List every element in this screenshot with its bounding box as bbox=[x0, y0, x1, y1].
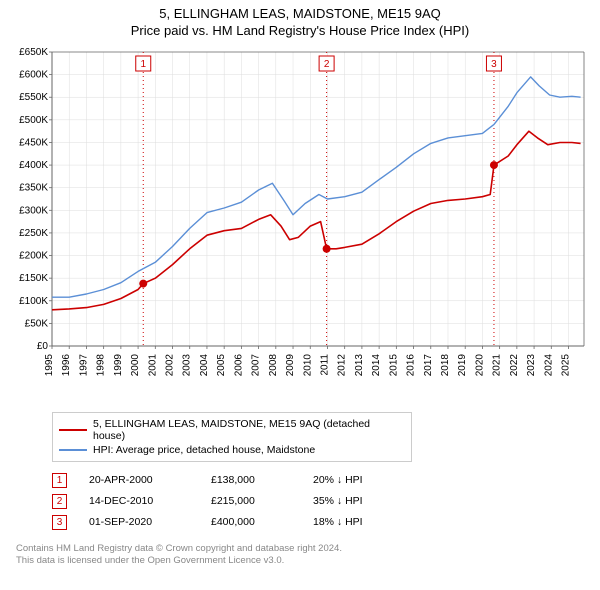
event-date: 14-DEC-2010 bbox=[89, 495, 189, 507]
x-tick-label: 1996 bbox=[61, 353, 72, 376]
legend-swatch bbox=[59, 449, 87, 451]
x-tick-label: 2023 bbox=[526, 353, 537, 376]
y-tick-label: £350K bbox=[19, 182, 48, 193]
legend-row: HPI: Average price, detached house, Maid… bbox=[59, 443, 405, 457]
event-marker-dot bbox=[490, 161, 498, 169]
y-tick-label: £500K bbox=[19, 115, 48, 126]
footer-attribution: Contains HM Land Registry data © Crown c… bbox=[16, 543, 592, 568]
x-tick-label: 2009 bbox=[285, 353, 296, 376]
event-row: 1 20-APR-2000 £138,000 20% ↓ HPI bbox=[52, 470, 592, 491]
title-line-1: 5, ELLINGHAM LEAS, MAIDSTONE, ME15 9AQ bbox=[8, 6, 592, 23]
y-tick-label: £450K bbox=[19, 137, 48, 148]
legend: 5, ELLINGHAM LEAS, MAIDSTONE, ME15 9AQ (… bbox=[52, 412, 412, 462]
event-price: £400,000 bbox=[211, 516, 291, 528]
page-container: 5, ELLINGHAM LEAS, MAIDSTONE, ME15 9AQ P… bbox=[0, 0, 600, 573]
x-tick-label: 2005 bbox=[216, 353, 227, 376]
y-tick-label: £150K bbox=[19, 273, 48, 284]
events-table: 1 20-APR-2000 £138,000 20% ↓ HPI 2 14-DEC-201… bbox=[52, 470, 592, 533]
y-tick-label: £650K bbox=[19, 47, 48, 58]
y-tick-label: £400K bbox=[19, 160, 48, 171]
x-tick-label: 2016 bbox=[406, 353, 417, 376]
legend-label: 5, ELLINGHAM LEAS, MAIDSTONE, ME15 9AQ (… bbox=[93, 418, 405, 442]
footer-line-2: This data is licensed under the Open Gov… bbox=[16, 555, 592, 567]
x-tick-label: 1999 bbox=[113, 353, 124, 376]
x-tick-label: 2025 bbox=[561, 353, 572, 376]
x-tick-label: 2011 bbox=[319, 353, 330, 375]
chart-area: £0 £50K £100K £150K £200K £250K £300K £350K £400… bbox=[8, 46, 592, 406]
x-tick-label: 2022 bbox=[509, 353, 520, 376]
event-marker-dot bbox=[139, 279, 147, 287]
x-tick-label: 2018 bbox=[440, 353, 451, 376]
event-row: 3 01-SEP-2020 £400,000 18% ↓ HPI bbox=[52, 512, 592, 533]
event-price: £215,000 bbox=[211, 495, 291, 507]
y-tick-label: £300K bbox=[19, 205, 48, 216]
y-tick-label: £600K bbox=[19, 69, 48, 80]
x-tick-label: 2007 bbox=[251, 353, 262, 376]
event-price: £138,000 bbox=[211, 474, 291, 486]
event-marker-dot bbox=[323, 245, 331, 253]
event-marker-number: 1 bbox=[140, 59, 146, 70]
event-diff: 18% ↓ HPI bbox=[313, 516, 403, 528]
x-tick-label: 2013 bbox=[354, 353, 365, 376]
event-date: 20-APR-2000 bbox=[89, 474, 189, 486]
event-diff: 35% ↓ HPI bbox=[313, 495, 403, 507]
y-tick-label: £100K bbox=[19, 296, 48, 307]
y-tick-label: £0 bbox=[37, 341, 49, 352]
legend-swatch bbox=[59, 429, 87, 431]
x-tick-label: 2017 bbox=[423, 353, 434, 376]
y-tick-label: £50K bbox=[25, 318, 49, 329]
x-tick-label: 2010 bbox=[302, 353, 313, 376]
x-tick-label: 1995 bbox=[44, 353, 55, 376]
y-tick-label: £200K bbox=[19, 250, 48, 261]
x-tick-label: 1998 bbox=[96, 353, 107, 376]
event-number-box: 2 bbox=[52, 494, 67, 509]
event-number-box: 3 bbox=[52, 515, 67, 530]
event-diff: 20% ↓ HPI bbox=[313, 474, 403, 486]
x-tick-label: 2020 bbox=[474, 353, 485, 376]
x-tick-label: 1997 bbox=[78, 353, 89, 376]
legend-label: HPI: Average price, detached house, Maid… bbox=[93, 444, 315, 456]
y-tick-label: £250K bbox=[19, 228, 48, 239]
x-tick-label: 2003 bbox=[182, 353, 193, 376]
price-chart: £0 £50K £100K £150K £200K £250K £300K £350K £400… bbox=[8, 46, 592, 406]
legend-row: 5, ELLINGHAM LEAS, MAIDSTONE, ME15 9AQ (… bbox=[59, 417, 405, 443]
event-number-box: 1 bbox=[52, 473, 67, 488]
x-tick-label: 2001 bbox=[147, 353, 158, 376]
x-tick-label: 2019 bbox=[457, 353, 468, 376]
x-tick-label: 2006 bbox=[233, 353, 244, 376]
x-tick-label: 2008 bbox=[268, 353, 279, 376]
x-tick-label: 2024 bbox=[543, 353, 554, 376]
x-tick-label: 2014 bbox=[371, 353, 382, 376]
event-row: 2 14-DEC-2010 £215,000 35% ↓ HPI bbox=[52, 491, 592, 512]
x-tick-label: 2012 bbox=[337, 353, 348, 376]
x-tick-label: 2002 bbox=[165, 353, 176, 376]
x-tick-label: 2021 bbox=[492, 353, 503, 376]
event-marker-number: 3 bbox=[491, 59, 497, 70]
x-tick-label: 2000 bbox=[130, 353, 141, 376]
title-line-2: Price paid vs. HM Land Registry's House … bbox=[8, 23, 592, 40]
x-tick-label: 2015 bbox=[388, 353, 399, 376]
event-marker-number: 2 bbox=[324, 59, 330, 70]
footer-line-1: Contains HM Land Registry data © Crown c… bbox=[16, 543, 592, 555]
x-tick-label: 2004 bbox=[199, 353, 210, 376]
y-tick-label: £550K bbox=[19, 92, 48, 103]
event-date: 01-SEP-2020 bbox=[89, 516, 189, 528]
